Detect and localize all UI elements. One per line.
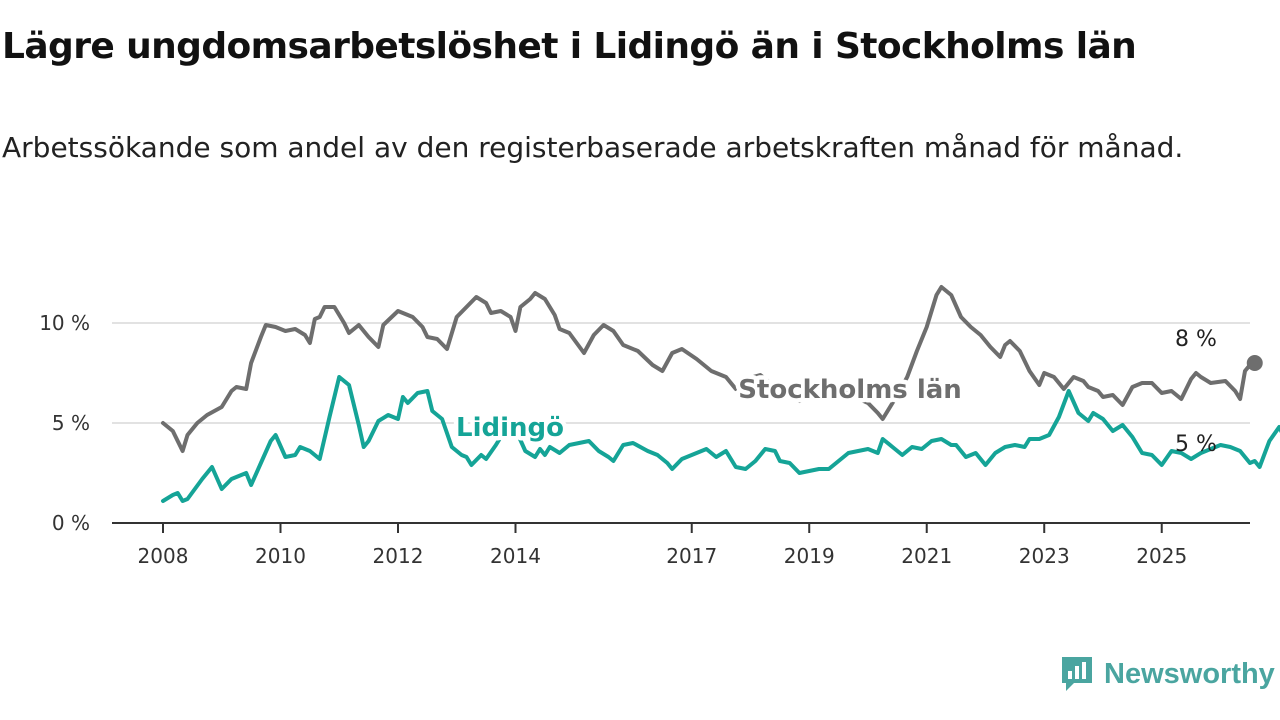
grid-lines <box>112 322 1250 424</box>
newsworthy-logo-icon <box>1062 657 1092 691</box>
x-tick-label: 2025 <box>1136 544 1187 568</box>
x-tick-label: 2008 <box>138 544 189 568</box>
series-name-label-halo: Lidingö <box>456 413 564 443</box>
chart-title: Lägre ungdomsarbetslöshet i Lidingö än i… <box>2 26 1137 67</box>
chart-subtitle: Arbetssökande som andel av den registerb… <box>2 131 1184 164</box>
brand-name: Newsworthy <box>1104 657 1275 690</box>
y-axis-tick-labels: 0 % 5 % 10 % <box>39 311 90 535</box>
x-tick-label: 2017 <box>666 544 717 568</box>
series-line <box>161 285 1257 453</box>
x-tick-label: 2010 <box>255 544 306 568</box>
x-tick-label: 2012 <box>373 544 424 568</box>
x-tick-label: 2021 <box>901 544 952 568</box>
x-tick-label: 2014 <box>490 544 541 568</box>
series-end-dot <box>1246 355 1263 371</box>
x-tick-label: 2019 <box>784 544 835 568</box>
y-tick-label: 10 % <box>39 311 90 335</box>
y-tick-label: 5 % <box>52 411 90 435</box>
series-end-value-label: 5 % <box>1175 432 1217 457</box>
series-line <box>161 375 1280 503</box>
y-tick-label: 0 % <box>52 511 90 535</box>
x-tick-label: 2023 <box>1019 544 1070 568</box>
series-name-label-halo: Stockholms län <box>738 375 962 405</box>
series-end-value-label: 8 % <box>1175 327 1217 352</box>
series-name-label: Stockholms län <box>738 375 962 405</box>
series-name-label: Lidingö <box>456 413 564 443</box>
series-lines <box>161 285 1280 503</box>
x-axis-ticks: 2008 2010 2012 2014 2017 2019 2021 2023 2025 <box>138 523 1187 568</box>
brand-logo: Newsworthy <box>1060 652 1275 696</box>
